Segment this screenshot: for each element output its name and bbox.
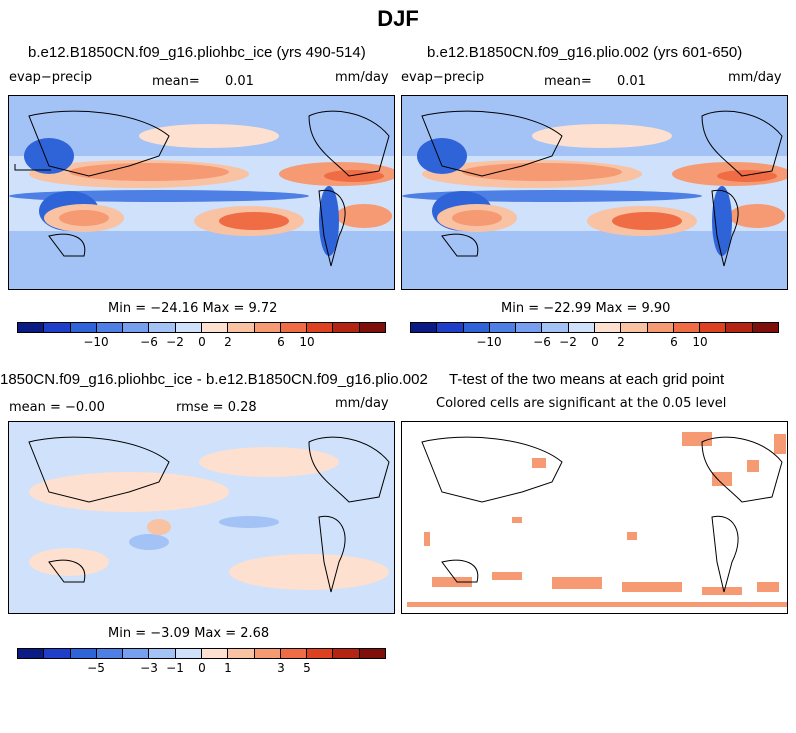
colorbar-swatch	[44, 649, 71, 658]
figure-title: DJF	[377, 6, 419, 31]
colorbar-swatch	[228, 323, 255, 332]
panel-4-title: T-test of the two means at each grid poi…	[449, 371, 725, 388]
colorbar-swatch	[333, 323, 360, 332]
tick-label: 2	[224, 335, 232, 349]
colorbar-swatch	[123, 649, 150, 658]
tick-label: −2	[166, 335, 184, 349]
colorbar-swatch	[254, 323, 281, 332]
colorbar-swatch	[44, 323, 71, 332]
colorbar-swatch	[149, 649, 176, 658]
panel-3-rmse: rmse = 0.28	[176, 400, 257, 415]
colorbar-swatch	[359, 323, 385, 332]
panel-1-mean-value: 0.01	[225, 74, 254, 89]
colorbar-swatch	[175, 323, 202, 332]
panel-1-stats: Min = −24.16 Max = 9.72	[108, 301, 278, 316]
colorbar-swatch	[96, 649, 124, 658]
panel-3-title: 1850CN.f09_g16.pliohbc_ice - b.e12.B1850…	[0, 371, 428, 388]
colorbar-swatch	[359, 649, 385, 658]
colorbar-swatch	[201, 649, 229, 658]
panel-1-colorbar	[17, 322, 386, 333]
tick-label: −3	[140, 661, 158, 675]
panel-4-note: Colored cells are significant at the 0.0…	[436, 396, 727, 411]
tick-label: −2	[559, 335, 577, 349]
panel-2-colorbar	[410, 322, 779, 333]
tick-label: 10	[692, 335, 708, 349]
colorbar-swatch	[254, 649, 281, 658]
panel-3-colorbar	[17, 648, 386, 659]
colorbar-swatch	[175, 649, 202, 658]
panel-3-map	[8, 421, 395, 614]
panel-2-variable: evap−precip	[401, 70, 485, 85]
tick-label: 0	[591, 335, 599, 349]
tick-label: −10	[476, 335, 502, 349]
colorbar-swatch	[621, 323, 648, 332]
colorbar-swatch	[516, 323, 543, 332]
panel-1-variable: evap−precip	[9, 70, 93, 85]
colorbar-swatch	[96, 323, 124, 332]
colorbar-swatch	[18, 323, 45, 332]
colorbar-swatch	[647, 323, 674, 332]
tick-label: 6	[670, 335, 678, 349]
tick-label: −6	[140, 335, 158, 349]
colorbar-swatch	[18, 649, 45, 658]
tick-label: −10	[83, 335, 109, 349]
panel-3-mean: mean = −0.00	[9, 400, 105, 415]
colorbar-swatch	[70, 323, 97, 332]
panel-1-mean-label: mean=	[152, 74, 200, 89]
colorbar-swatch	[594, 323, 622, 332]
panel-2-title: b.e12.B1850CN.f09_g16.plio.002 (yrs 601-…	[427, 44, 743, 61]
colorbar-swatch	[228, 649, 255, 658]
tick-label: 0	[198, 661, 206, 675]
tick-label: −5	[87, 661, 105, 675]
colorbar-swatch	[280, 323, 308, 332]
panel-1-units: mm/day	[335, 70, 389, 85]
panel-2-mean-label: mean=	[544, 74, 592, 89]
panel-1-map	[8, 95, 395, 290]
tick-label: 0	[198, 335, 206, 349]
panel-2-stats: Min = −22.99 Max = 9.90	[501, 301, 671, 316]
panel-1-title: b.e12.B1850CN.f09_g16.pliohbc_ice (yrs 4…	[28, 44, 366, 61]
tick-label: 5	[303, 661, 311, 675]
colorbar-swatch	[542, 323, 569, 332]
panel-2-mean-value: 0.01	[617, 74, 646, 89]
panel-3-units: mm/day	[335, 396, 389, 411]
panel-2-colorbar-ticks: −10 −6 −2 0 2 6 10	[410, 335, 779, 349]
tick-label: 3	[277, 661, 285, 675]
tick-label: −1	[166, 661, 184, 675]
panel-3-colorbar-ticks: −5 −3 −1 0 1 3 5	[17, 661, 386, 675]
tick-label: 6	[277, 335, 285, 349]
colorbar-swatch	[307, 649, 334, 658]
panel-3-stats: Min = −3.09 Max = 2.68	[108, 626, 270, 641]
tick-label: 10	[299, 335, 315, 349]
panel-2-units: mm/day	[728, 70, 782, 85]
tick-label: 1	[224, 661, 232, 675]
colorbar-swatch	[307, 323, 334, 332]
colorbar-swatch	[726, 323, 753, 332]
colorbar-swatch	[489, 323, 517, 332]
panel-1-colorbar-ticks: −10 −6 −2 0 2 6 10	[17, 335, 386, 349]
colorbar-swatch	[333, 649, 360, 658]
colorbar-swatch	[411, 323, 438, 332]
panel-4-map	[401, 421, 788, 614]
tick-label: 2	[617, 335, 625, 349]
tick-label: −6	[533, 335, 551, 349]
colorbar-swatch	[201, 323, 229, 332]
colorbar-swatch	[700, 323, 727, 332]
colorbar-swatch	[752, 323, 778, 332]
colorbar-swatch	[673, 323, 701, 332]
colorbar-swatch	[123, 323, 150, 332]
colorbar-swatch	[568, 323, 595, 332]
colorbar-swatch	[437, 323, 464, 332]
panel-2-map	[401, 95, 788, 290]
colorbar-swatch	[463, 323, 490, 332]
colorbar-swatch	[70, 649, 97, 658]
colorbar-swatch	[149, 323, 176, 332]
colorbar-swatch	[280, 649, 308, 658]
